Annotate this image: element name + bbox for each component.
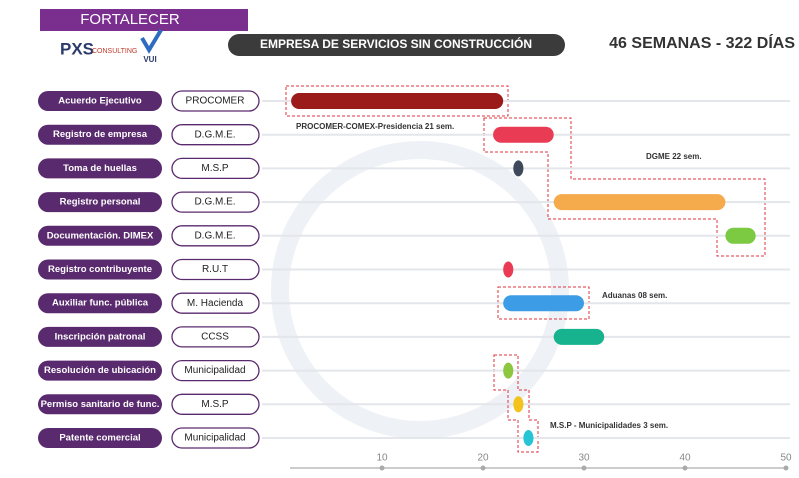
task-label: Documentación. DIMEX bbox=[47, 230, 154, 241]
task-label: Patente comercial bbox=[59, 433, 140, 444]
annotation: PROCOMER-COMEX-Presidencia 21 sem. bbox=[296, 122, 454, 131]
task-pill bbox=[38, 192, 162, 213]
task-label: Resolución de ubicación bbox=[44, 365, 156, 376]
owner-pill bbox=[171, 359, 260, 382]
task-pill bbox=[38, 293, 162, 314]
x-tick-label: 30 bbox=[578, 453, 590, 464]
owner-pill bbox=[171, 258, 260, 281]
task-label: Acuerdo Ejecutivo bbox=[58, 96, 142, 107]
task-bar bbox=[291, 93, 504, 109]
task-bar bbox=[503, 295, 584, 312]
logo2: VUI bbox=[143, 55, 156, 64]
task-bar bbox=[493, 126, 554, 143]
owner-label: Municipalidad bbox=[184, 433, 245, 444]
owner-label: PROCOMER bbox=[186, 96, 245, 107]
task-pill bbox=[38, 91, 162, 111]
task-pill bbox=[38, 124, 162, 145]
group-box bbox=[493, 354, 539, 453]
task-pill bbox=[38, 158, 162, 179]
owner-label: M.S.P bbox=[201, 163, 229, 174]
owner-label: Municipalidad bbox=[184, 365, 245, 376]
task-label: Inscripción patronal bbox=[55, 331, 146, 342]
task-label: Registro de empresa bbox=[53, 129, 148, 140]
task-label: Registro contribuyente bbox=[48, 264, 152, 275]
banner-text: FORTALECER bbox=[80, 11, 180, 28]
task-pill bbox=[38, 428, 162, 448]
task-bar bbox=[513, 396, 524, 413]
owner-label: D.G.M.E. bbox=[194, 230, 235, 241]
owner-pill bbox=[171, 90, 260, 112]
x-tick-label: 50 bbox=[780, 453, 792, 464]
task-bar bbox=[523, 430, 534, 446]
x-tick-label: 10 bbox=[376, 453, 388, 464]
task-label: Permiso sanitario de func. bbox=[41, 399, 160, 410]
owner-label: D.G.M.E. bbox=[194, 197, 235, 208]
x-tick-label: 20 bbox=[477, 453, 489, 464]
owner-pill bbox=[171, 157, 260, 180]
task-bar bbox=[503, 362, 514, 379]
owner-label: M. Hacienda bbox=[187, 298, 244, 309]
task-label: Registro personal bbox=[60, 197, 141, 208]
logo-sub: CONSULTING bbox=[92, 48, 137, 55]
task-label: Toma de huellas bbox=[63, 163, 137, 174]
x-tick bbox=[682, 465, 688, 471]
x-tick bbox=[581, 465, 587, 471]
owner-pill bbox=[171, 326, 260, 348]
owner-pill bbox=[171, 124, 260, 146]
annotation: Aduanas 08 sem. bbox=[602, 291, 667, 300]
owner-pill bbox=[171, 393, 260, 415]
task-bar bbox=[725, 227, 756, 244]
vui-check bbox=[140, 28, 163, 54]
title: EMPRESA DE SERVICIOS SIN CONSTRUCCIÓN bbox=[260, 36, 532, 51]
task-pill bbox=[38, 326, 162, 347]
annotation: DGME 22 sem. bbox=[646, 152, 702, 161]
owner-pill bbox=[171, 225, 260, 247]
annotation: M.S.P - Municipalidades 3 sem. bbox=[550, 421, 668, 430]
x-tick bbox=[783, 465, 789, 471]
task-pill bbox=[38, 360, 162, 381]
watermark bbox=[271, 141, 569, 439]
owner-label: D.G.M.E. bbox=[194, 129, 235, 140]
owner-pill bbox=[171, 292, 260, 314]
owner-pill bbox=[171, 191, 260, 213]
task-pill bbox=[38, 225, 162, 246]
task-bar bbox=[513, 160, 524, 177]
task-bar bbox=[503, 261, 514, 278]
task-bar bbox=[553, 194, 726, 211]
task-pill bbox=[38, 259, 162, 280]
owner-pill bbox=[171, 427, 260, 449]
x-tick-label: 40 bbox=[679, 453, 691, 464]
title-pill bbox=[228, 34, 565, 56]
banner bbox=[40, 9, 248, 31]
task-pill bbox=[38, 394, 162, 415]
x-tick bbox=[480, 465, 486, 471]
logo: PXS bbox=[60, 39, 94, 58]
group-box bbox=[483, 117, 766, 257]
duration: 46 SEMANAS - 322 DÍAS bbox=[609, 33, 795, 52]
owner-label: R.U.T bbox=[202, 264, 228, 275]
x-tick bbox=[379, 465, 385, 471]
task-bar bbox=[553, 328, 605, 345]
owner-label: CCSS bbox=[201, 332, 229, 343]
owner-label: M.S.P bbox=[201, 399, 229, 410]
task-label: Auxiliar func. pública bbox=[52, 298, 149, 309]
